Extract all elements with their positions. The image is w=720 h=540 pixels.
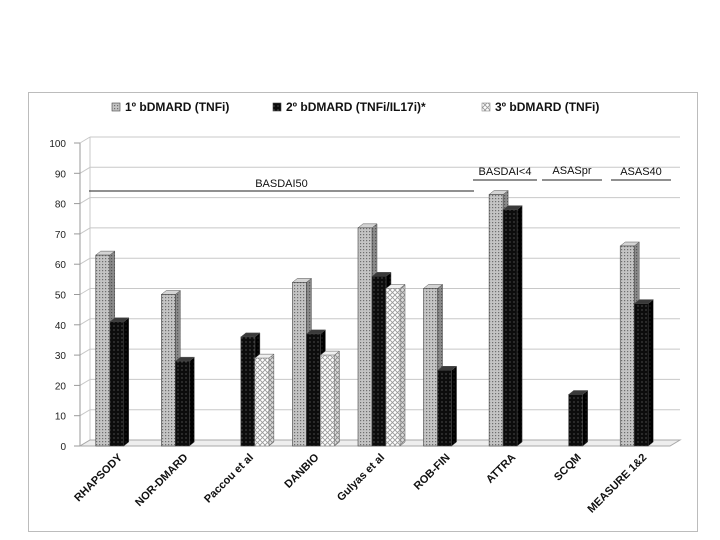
annotation-label: ASAS40 (620, 166, 662, 178)
gridline-depth (79, 136, 91, 144)
y-tick-label: 0 (60, 442, 66, 453)
legend: 1º bDMARD (TNFi) 2º bDMARD (TNFi/IL17i)* 3… (111, 100, 599, 114)
category-label: ATTRA (484, 452, 518, 486)
legend-swatch (481, 102, 491, 112)
category-label: NOR-DMARD (133, 452, 190, 509)
bar (109, 317, 130, 447)
bar (254, 353, 275, 447)
y-tick-label: 90 (55, 169, 67, 180)
bar (319, 350, 341, 447)
category-label: DANBIO (282, 451, 321, 490)
category-labels: RHAPSODY NOR-DMARD Paccou et al DANBIO Gulya… (72, 451, 649, 515)
gridline-depth (79, 197, 91, 205)
annotation: ASAS40 (611, 166, 671, 181)
y-tick-label: 100 (49, 139, 66, 150)
y-tick-labels: 0 10 20 30 40 50 60 70 80 90 100 (49, 139, 66, 453)
legend-item: 3º bDMARD (TNFi) (481, 100, 599, 114)
bar (385, 283, 406, 447)
legend-swatch (111, 102, 121, 112)
y-tick-label: 50 (55, 291, 67, 302)
y-tick-label: 20 (55, 381, 67, 392)
legend-swatch (272, 102, 282, 112)
annotation-label: ASASpr (552, 165, 591, 177)
y-tick-label: 30 (55, 351, 67, 362)
category-label: RHAPSODY (72, 451, 125, 504)
bar (633, 299, 654, 447)
bar (436, 365, 458, 447)
bar (502, 205, 523, 447)
gridline-depth (79, 378, 91, 386)
annotations: BASDAI50 BASDAI<4 ASASpr ASAS40 (89, 165, 671, 192)
gridline-depth (79, 288, 91, 295)
gridline-depth (79, 166, 91, 174)
category-label: Gulyas et al (335, 452, 387, 504)
gridline-depth (79, 409, 91, 417)
gridline-depth (79, 348, 91, 356)
annotation: ASASpr (542, 165, 602, 181)
annotation-label: BASDAI<4 (479, 166, 532, 178)
bar (174, 356, 196, 447)
bar (567, 389, 589, 447)
category-label: ROB-FIN (412, 452, 453, 493)
gridline-depth (79, 227, 91, 235)
legend-item: 2º bDMARD (TNFi/IL17i)* (272, 100, 426, 114)
y-tick-label: 60 (55, 260, 67, 271)
y-tick-label: 40 (55, 321, 67, 332)
category-label: Paccou et al (202, 452, 256, 506)
legend-item: 1º bDMARD (TNFi) (111, 100, 229, 114)
bars (95, 189, 654, 447)
legend-label: 3º bDMARD (TNFi) (495, 100, 599, 114)
category-label: SCQM (552, 452, 584, 484)
annotation: BASDAI<4 (473, 166, 537, 181)
legend-label: 2º bDMARD (TNFi/IL17i)* (286, 100, 426, 114)
y-tick-label: 80 (55, 200, 67, 211)
y-tick-label: 10 (55, 412, 67, 423)
gridline-depth (79, 257, 91, 265)
category-label: MEASURE 1&2 (586, 452, 650, 516)
annotation-label: BASDAI50 (255, 178, 308, 190)
y-tick-label: 70 (55, 230, 67, 241)
legend-label: 1º bDMARD (TNFi) (125, 100, 229, 114)
gridline-depth (79, 318, 91, 326)
annotation: BASDAI50 (89, 178, 474, 192)
